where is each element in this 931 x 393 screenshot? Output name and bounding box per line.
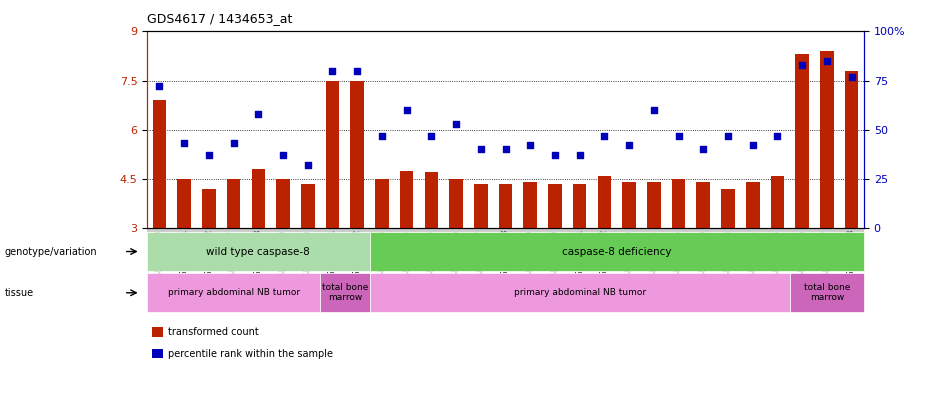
Point: [671, 132, 686, 139]
Bar: [350, 81, 364, 228]
Bar: [771, 176, 784, 228]
Point: [301, 162, 316, 168]
Bar: [672, 179, 685, 228]
Bar: [795, 54, 809, 228]
Bar: [622, 182, 636, 228]
Text: tissue: tissue: [5, 288, 34, 298]
Bar: [375, 179, 389, 228]
Text: caspase-8 deficiency: caspase-8 deficiency: [562, 246, 671, 257]
Bar: [696, 182, 710, 228]
Bar: [202, 189, 216, 228]
Text: primary abdominal NB tumor: primary abdominal NB tumor: [514, 288, 646, 297]
Bar: [548, 184, 561, 228]
Point: [721, 132, 735, 139]
Point: [573, 152, 587, 158]
Text: wild type caspase-8: wild type caspase-8: [207, 246, 310, 257]
Point: [622, 142, 637, 149]
Point: [746, 142, 761, 149]
Bar: [301, 184, 315, 228]
Point: [646, 107, 661, 113]
Text: genotype/variation: genotype/variation: [5, 246, 97, 257]
Bar: [844, 71, 858, 228]
Point: [819, 58, 834, 64]
Point: [276, 152, 290, 158]
Point: [350, 68, 365, 74]
Point: [250, 111, 265, 117]
Point: [695, 146, 710, 152]
Bar: [647, 182, 661, 228]
Point: [844, 73, 859, 80]
Bar: [573, 184, 587, 228]
Bar: [499, 184, 512, 228]
Point: [424, 132, 439, 139]
Text: percentile rank within the sample: percentile rank within the sample: [168, 349, 332, 359]
Point: [226, 140, 241, 147]
Point: [201, 152, 216, 158]
Point: [498, 146, 513, 152]
Point: [473, 146, 488, 152]
Bar: [820, 51, 833, 228]
Point: [374, 132, 389, 139]
Bar: [178, 179, 191, 228]
Bar: [425, 172, 439, 228]
Bar: [523, 182, 537, 228]
Point: [449, 121, 464, 127]
Bar: [251, 169, 265, 228]
Point: [325, 68, 340, 74]
Bar: [399, 171, 413, 228]
Text: GDS4617 / 1434653_at: GDS4617 / 1434653_at: [147, 12, 292, 25]
Bar: [598, 176, 612, 228]
Bar: [746, 182, 760, 228]
Point: [547, 152, 562, 158]
Point: [152, 83, 167, 90]
Point: [770, 132, 785, 139]
Bar: [722, 189, 735, 228]
Bar: [326, 81, 339, 228]
Bar: [450, 179, 463, 228]
Text: primary abdominal NB tumor: primary abdominal NB tumor: [168, 288, 300, 297]
Text: total bone
marrow: total bone marrow: [322, 283, 368, 303]
Point: [177, 140, 192, 147]
Text: transformed count: transformed count: [168, 327, 258, 337]
Bar: [227, 179, 240, 228]
Point: [795, 62, 810, 68]
Bar: [153, 100, 167, 228]
Point: [399, 107, 414, 113]
Bar: [277, 179, 290, 228]
Bar: [474, 184, 488, 228]
Text: total bone
marrow: total bone marrow: [803, 283, 850, 303]
Point: [523, 142, 538, 149]
Point: [597, 132, 612, 139]
